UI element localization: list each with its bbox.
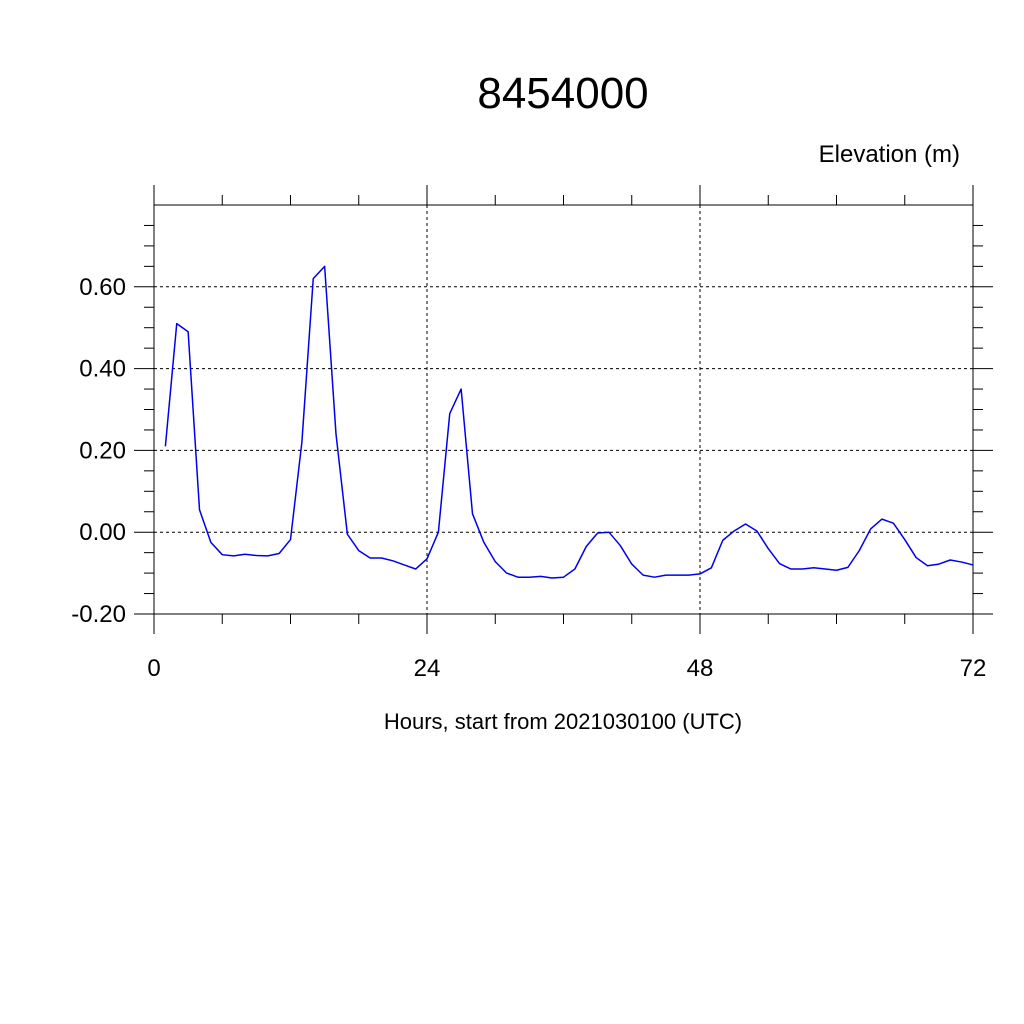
x-tick-label: 0 — [147, 655, 160, 682]
y-tick-label: -0.20 — [71, 601, 126, 628]
x-tick-label: 24 — [414, 655, 441, 682]
y-tick-label: 0.60 — [79, 274, 126, 301]
y-tick-label: 0.20 — [79, 437, 126, 464]
plot-frame — [153, 204, 974, 615]
x-axis-label: Hours, start from 2021030100 (UTC) — [384, 709, 742, 734]
y-axis-label: Elevation (m) — [819, 141, 960, 168]
series-group — [164, 265, 974, 579]
tick-labels: -0.20 0.00 0.20 0.40 0.60 0 24 48 72 — [71, 274, 986, 682]
y-tick-label: 0.40 — [79, 356, 126, 383]
grid-lines — [154, 205, 973, 614]
chart-title: 8454000 — [477, 69, 648, 118]
axis-ticks — [134, 185, 993, 634]
x-tick-label: 48 — [687, 655, 714, 682]
series-line — [164, 265, 974, 579]
x-tick-label: 72 — [960, 655, 987, 682]
y-tick-label: 0.00 — [79, 519, 126, 546]
